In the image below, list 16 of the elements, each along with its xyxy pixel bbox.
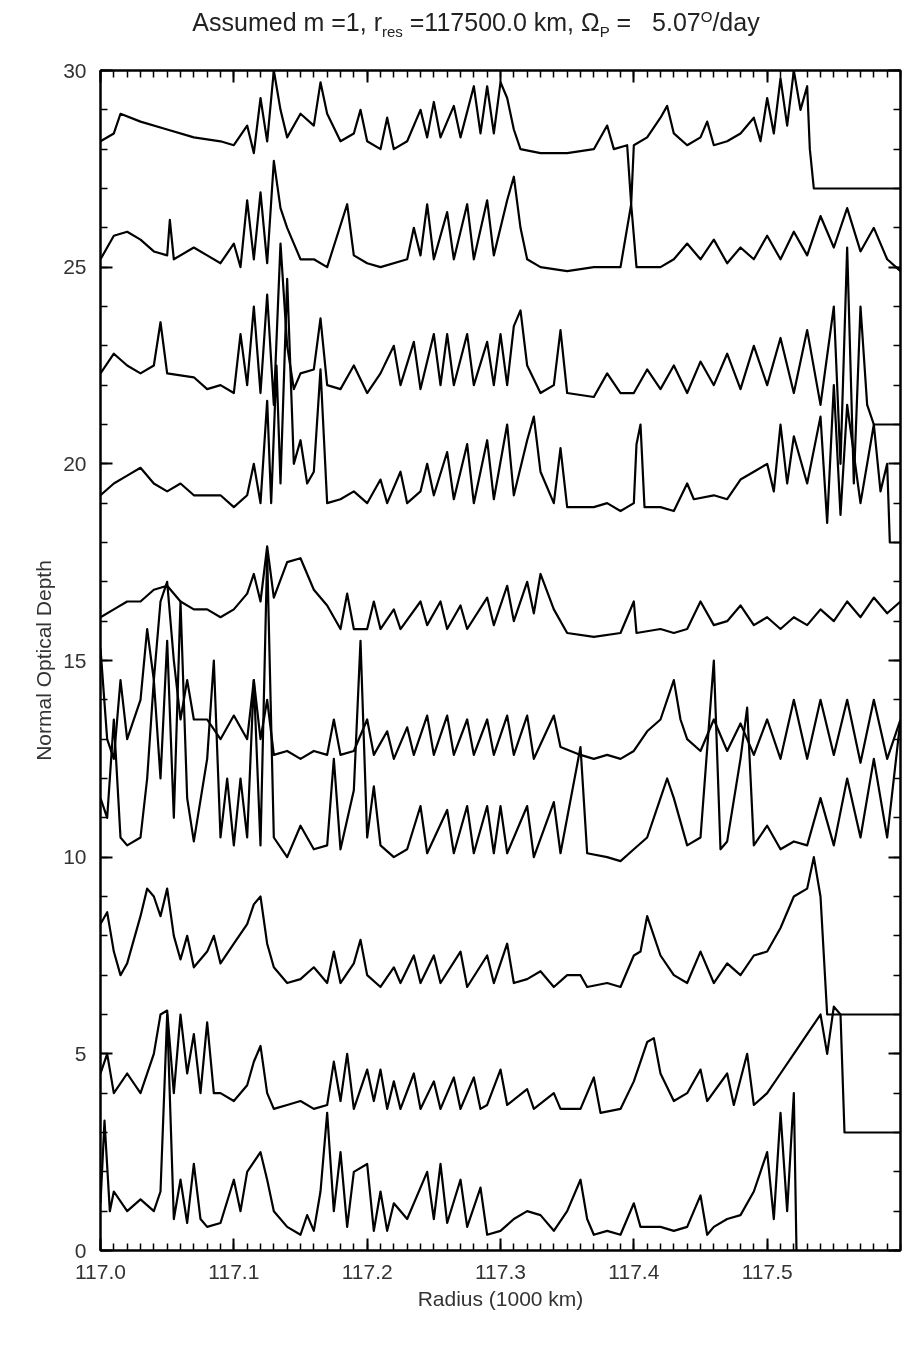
y-tick-label: 15 [63, 648, 87, 672]
y-tick-label: 30 [63, 58, 87, 82]
y-tick-label: 20 [63, 451, 87, 475]
x-tick-label: 117.5 [741, 1259, 793, 1283]
x-tick-label: 117.0 [75, 1259, 126, 1283]
y-tick-label: 5 [74, 1041, 87, 1065]
y-tick-label: 0 [74, 1238, 87, 1262]
y-tick-label: 10 [63, 845, 87, 869]
y-axis-title: Normal Optical Depth [32, 560, 56, 761]
x-tick-label: 117.3 [475, 1259, 526, 1283]
chart-title: Assumed m =1, r$_{res}$ =117500.0 km, Ω$_{P}$ = 5.07$^{O}$/day [191, 6, 761, 42]
x-tick-label: 117.4 [608, 1259, 660, 1283]
x-tick-label: 117.1 [208, 1259, 260, 1283]
x-axis-title: Radius (1000 km) [417, 1286, 584, 1310]
y-tick-label: 25 [63, 255, 87, 279]
x-tick-label: 117.2 [341, 1259, 393, 1283]
